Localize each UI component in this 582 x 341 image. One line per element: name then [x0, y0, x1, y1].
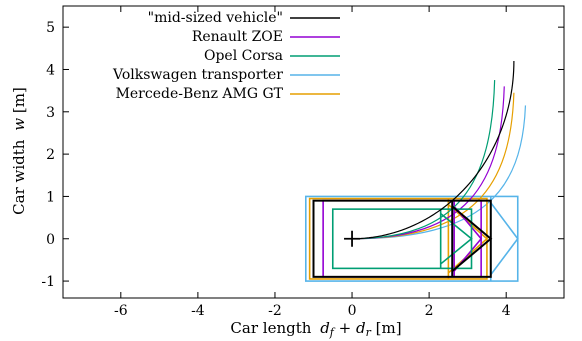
front-arrow	[453, 205, 483, 272]
y-axis-label-unit: [m]	[10, 87, 28, 118]
series-layer	[304, 61, 527, 282]
series-3	[304, 105, 527, 282]
x-axis-label-math-plus: +	[334, 319, 356, 337]
y-axis-label: Car width w [m]	[10, 87, 28, 215]
legend: "mid-sized vehicle" Renault ZOE Opel Corsa…	[112, 10, 340, 102]
x-axis-label: Car length df + dr [m]	[230, 319, 401, 339]
y-tick-label: 4	[46, 62, 55, 78]
front-arrow	[440, 212, 473, 265]
trajectory-line	[352, 105, 527, 240]
front-arrow	[490, 202, 519, 276]
plot-frame	[62, 5, 565, 299]
legend-label: Mercede-Benz AMG GT	[116, 86, 284, 102]
y-tick-label: 0	[46, 232, 55, 248]
tick-marks	[63, 6, 564, 298]
x-tick-label: 4	[502, 303, 511, 319]
y-axis-label-math: w	[10, 118, 28, 131]
x-tick-label: -2	[268, 303, 282, 319]
x-tick-label: 0	[348, 303, 357, 319]
y-axis-label-text: Car width	[10, 139, 28, 215]
legend-label: "mid-sized vehicle"	[148, 10, 283, 26]
x-axis-label-unit: [m]	[371, 319, 402, 337]
series-2	[331, 80, 496, 270]
legend-label: Renault ZOE	[192, 29, 283, 45]
tick-labels: -6 -4 -2 0 2 4 -1 0 1 2 3 4 5	[41, 20, 510, 319]
front-arrow	[451, 205, 493, 272]
y-tick-label: 3	[46, 105, 55, 121]
x-tick-label: -4	[191, 303, 205, 319]
x-axis-label-math-sub2: r	[366, 326, 372, 339]
x-axis-label-text: Car length	[230, 319, 311, 337]
y-tick-label: -1	[41, 274, 55, 290]
legend-label: Volkswagen transporter	[112, 67, 283, 83]
legend-label: Opel Corsa	[204, 48, 283, 64]
trajectory-line	[352, 80, 496, 240]
series-0	[312, 61, 515, 278]
series-4	[308, 92, 515, 280]
x-tick-label: -6	[114, 303, 128, 319]
y-tick-label: 2	[46, 147, 55, 163]
y-tick-label: 1	[46, 189, 55, 205]
y-tick-label: 5	[46, 20, 55, 36]
x-axis-label-math-d2: d	[356, 319, 366, 337]
trajectory-line	[352, 92, 515, 240]
x-axis-label-math-d1: d	[320, 319, 330, 337]
x-tick-label: 2	[425, 303, 434, 319]
plot-border	[62, 5, 565, 299]
trajectory-line	[352, 61, 515, 240]
vehicle-body	[308, 197, 488, 280]
x-axis-label-math-sub1: f	[329, 326, 336, 339]
